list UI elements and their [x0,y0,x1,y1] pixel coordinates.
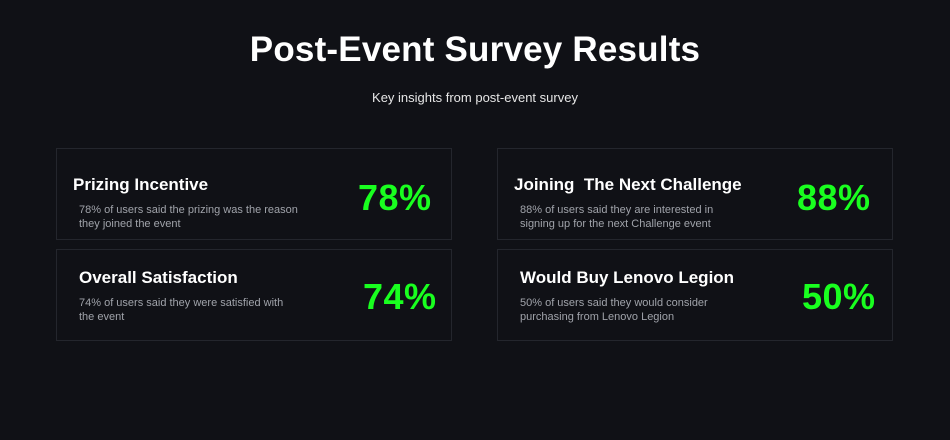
stat-card-lenovo-legion: Would Buy Lenovo Legion 50% of users sai… [497,249,893,341]
stat-card-description: 74% of users said they were satisfied wi… [79,297,284,323]
stat-card-prizing-incentive: Prizing Incentive 78% of users said the … [56,148,452,240]
stat-card-value: 78% [358,177,432,218]
page-subtitle: Key insights from post-event survey [372,90,578,105]
stat-card-title: Would Buy Lenovo Legion [520,268,735,287]
stat-card-title: Overall Satisfaction [79,268,238,287]
stat-card-value: 50% [802,276,876,317]
stat-card-next-challenge: Joining The Next Challenge 88% of users … [497,148,893,240]
stat-card-description: 88% of users said they are interested in… [520,204,714,230]
stat-card-overall-satisfaction: Overall Satisfaction 74% of users said t… [56,249,452,341]
stat-card-value: 88% [797,177,871,218]
stat-card-title: Joining The Next Challenge [514,175,742,194]
stat-card-description: 78% of users said the prizing was the re… [79,204,298,230]
stat-card-value: 74% [363,276,437,317]
page-title: Post-Event Survey Results [249,30,701,69]
stat-card-title: Prizing Incentive [73,175,209,194]
stat-card-description: 50% of users said they would consider pu… [520,297,708,323]
